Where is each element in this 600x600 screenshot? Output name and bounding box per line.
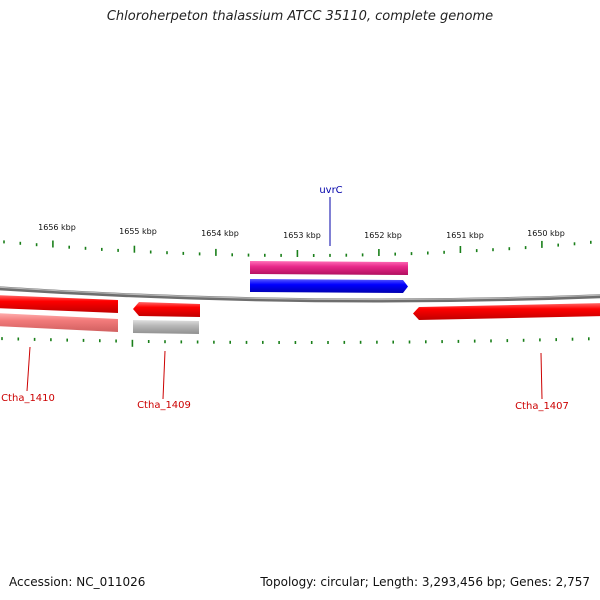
genome-backbone — [0, 286, 600, 303]
axis-label-1655: 1655 kbp — [119, 227, 157, 236]
feature-gray[interactable] — [133, 320, 199, 334]
accession-text: Accession: NC_011026 — [9, 575, 146, 589]
inner-tick-ring — [1, 337, 590, 347]
cds-Ctha_1410[interactable] — [0, 295, 118, 313]
genome-summary-text: Topology: circular; Length: 3,293,456 bp… — [260, 575, 590, 589]
cds-Ctha_1407[interactable] — [413, 303, 600, 320]
map-title: Chloroherpeton thalassium ATCC 35110, co… — [106, 9, 494, 24]
genome-backbone-highlight — [0, 286, 600, 301]
cds-Ctha_1409[interactable] — [133, 302, 200, 317]
leader-Ctha_1410 — [26, 346, 31, 392]
axis-label-1656: 1656 kbp — [38, 223, 76, 232]
gene-label-Ctha_1409[interactable]: Ctha_1409 — [137, 400, 191, 411]
feature-pink[interactable] — [0, 313, 118, 332]
gene-label-uvrC[interactable]: uvrC — [319, 185, 342, 196]
gene-label-Ctha_1410[interactable]: Ctha_1410 — [1, 393, 55, 404]
cds-uvrC[interactable] — [250, 279, 408, 293]
outer-tick-ring — [3, 240, 592, 257]
axis-label-1651: 1651 kbp — [446, 231, 484, 240]
leader-Ctha_1407 — [540, 352, 543, 400]
axis-label-1654: 1654 kbp — [201, 229, 239, 238]
axis-label-1653: 1653 kbp — [283, 231, 321, 240]
axis-label-1650: 1650 kbp — [527, 229, 565, 238]
gene-label-Ctha_1407[interactable]: Ctha_1407 — [515, 401, 569, 412]
axis-label-1652: 1652 kbp — [364, 231, 402, 240]
leader-Ctha_1409 — [162, 350, 166, 400]
cds-magenta[interactable] — [250, 261, 408, 275]
